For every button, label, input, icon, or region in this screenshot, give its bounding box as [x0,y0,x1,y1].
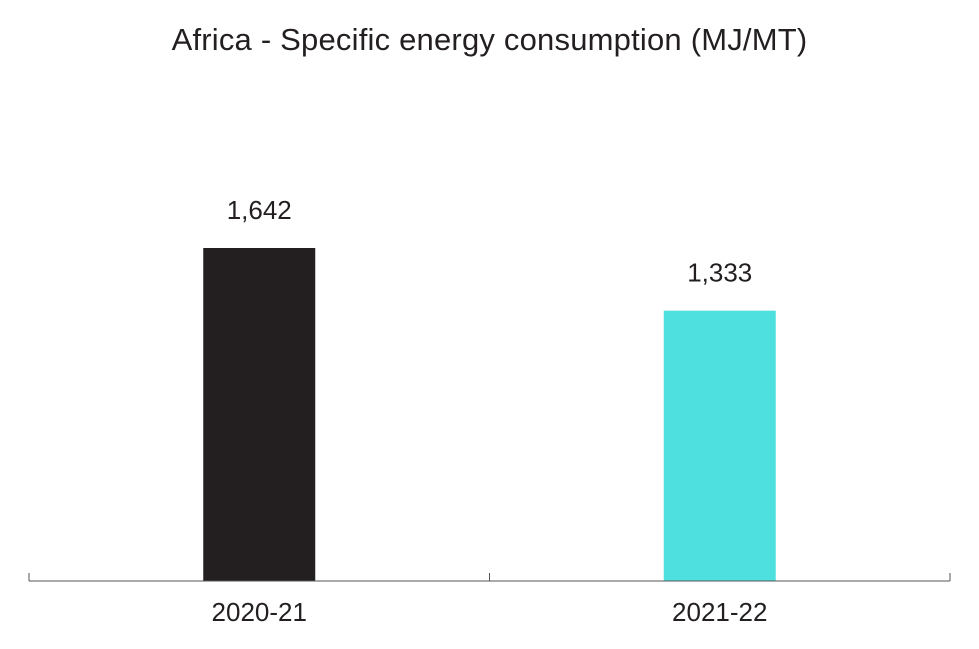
bar-2020-21 [203,248,316,581]
bars-layer: 1,642 1,333 [203,195,776,581]
x-axis: 2020-21 2021-22 [28,573,951,627]
x-tick-label: 2021-22 [672,597,767,627]
x-tick-label: 2020-21 [212,597,307,627]
chart-title: Africa - Specific energy consumption (MJ… [171,22,808,57]
data-label: 1,333 [687,258,752,288]
bar-2021-22 [663,310,776,581]
data-label: 1,642 [227,195,292,225]
